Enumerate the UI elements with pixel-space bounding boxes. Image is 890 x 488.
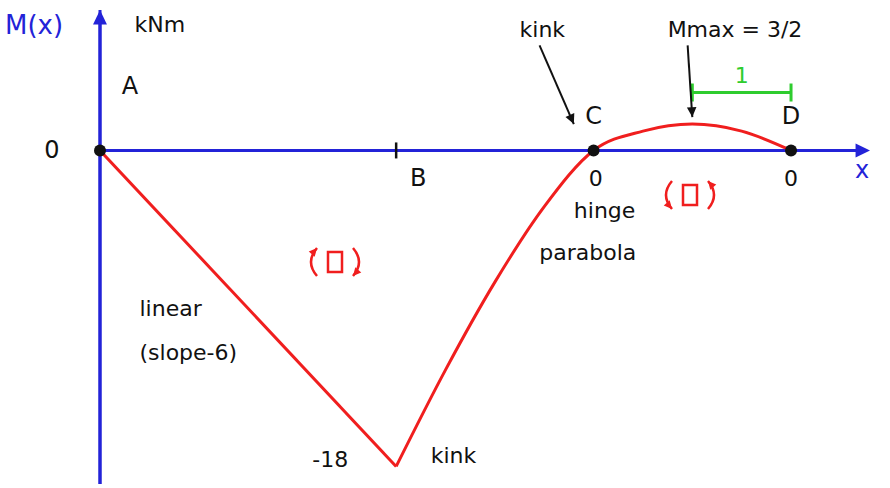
- svg-text:kink: kink: [431, 443, 477, 468]
- svg-text:A: A: [122, 72, 139, 100]
- svg-text:parabola: parabola: [539, 240, 636, 265]
- svg-text:1: 1: [735, 63, 749, 88]
- svg-text:-18: -18: [312, 447, 348, 472]
- svg-text:(slope-6): (slope-6): [139, 340, 237, 365]
- svg-text:kink: kink: [520, 17, 566, 42]
- svg-text:linear: linear: [139, 296, 202, 321]
- svg-text:x: x: [855, 156, 869, 184]
- svg-text:B: B: [410, 164, 426, 192]
- svg-text:0: 0: [44, 136, 59, 164]
- svg-text:0: 0: [784, 166, 798, 191]
- svg-text:Mmax = 3/2: Mmax = 3/2: [668, 17, 803, 42]
- svg-text:kNm: kNm: [135, 12, 186, 37]
- svg-text:D: D: [782, 102, 800, 130]
- svg-text:0: 0: [589, 166, 603, 191]
- svg-text:M(x): M(x): [5, 10, 63, 40]
- svg-text:C: C: [585, 102, 602, 130]
- svg-text:hinge: hinge: [574, 198, 636, 223]
